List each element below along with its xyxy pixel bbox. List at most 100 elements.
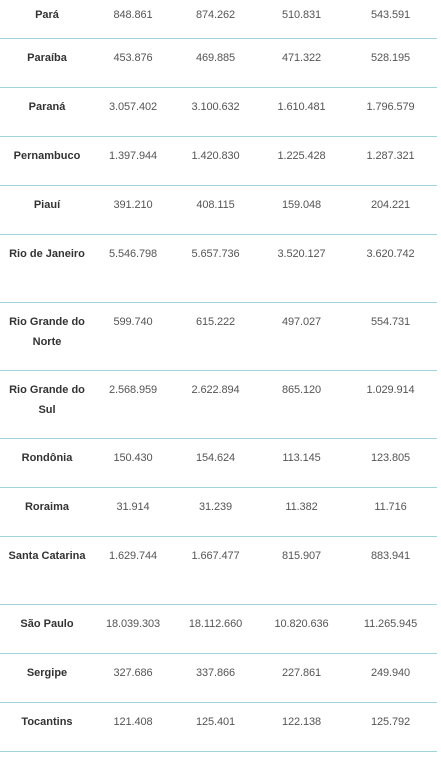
value-2: 337.866 xyxy=(195,667,236,679)
value-4: 1.796.579 xyxy=(366,101,415,113)
value-2: 408.115 xyxy=(196,199,235,211)
value-4: 11.265.945 xyxy=(363,618,418,630)
value-cell: 1.397.944 xyxy=(94,136,172,186)
state-name-cell: Paraná xyxy=(0,87,94,137)
table-row: Sergipe 327.686 337.866 227.861 249.940 xyxy=(0,653,437,703)
value-cell: 122.138 xyxy=(259,702,344,752)
value-cell: 1.667.477 xyxy=(172,536,259,605)
value-4: 3.620.742 xyxy=(366,248,415,260)
value-cell: 18.112.660 xyxy=(172,604,259,654)
value-2: 18.112.660 xyxy=(188,618,243,630)
value-cell: 615.222 xyxy=(172,302,259,371)
value-cell: 121.408 xyxy=(94,702,172,752)
value-3: 10.820.636 xyxy=(274,618,329,630)
table-body: Pará 848.861 874.262 510.831 543.591 Par… xyxy=(0,0,437,752)
value-4: 1.029.914 xyxy=(366,384,415,396)
value-1: 391.210 xyxy=(113,199,153,211)
value-cell: 249.940 xyxy=(344,653,437,703)
value-cell: 1.629.744 xyxy=(94,536,172,605)
value-cell: 154.624 xyxy=(172,438,259,488)
state-name: Rio de Janeiro xyxy=(9,248,85,260)
value-cell: 408.115 xyxy=(172,185,259,235)
table-row: Roraima 31.914 31.239 11.382 11.716 xyxy=(0,487,437,537)
value-3: 3.520.127 xyxy=(277,248,326,260)
table-row: Piauí 391.210 408.115 159.048 204.221 xyxy=(0,185,437,235)
table-row: Pernambuco 1.397.944 1.420.830 1.225.428… xyxy=(0,136,437,186)
state-name: Santa Catarina xyxy=(8,550,86,562)
value-cell: 5.546.798 xyxy=(94,234,172,303)
value-cell: 31.914 xyxy=(94,487,172,537)
table-row: Rio Grande do Sul 2.568.959 2.622.894 86… xyxy=(0,370,437,439)
value-cell: 125.401 xyxy=(172,702,259,752)
state-name-cell: Piauí xyxy=(0,185,94,235)
value-cell: 125.792 xyxy=(344,702,437,752)
value-cell: 1.610.481 xyxy=(259,87,344,137)
value-4: 1.287.321 xyxy=(366,150,415,162)
value-cell: 543.591 xyxy=(344,0,437,39)
value-cell: 11.265.945 xyxy=(344,604,437,654)
state-name-cell: Rio Grande do Norte xyxy=(0,302,94,371)
value-1: 1.629.744 xyxy=(108,550,158,562)
value-3: 510.831 xyxy=(281,9,322,21)
state-name: Paraíba xyxy=(27,52,67,64)
value-1: 2.568.959 xyxy=(108,384,158,396)
value-2: 3.100.632 xyxy=(191,101,240,113)
value-3: 1.610.481 xyxy=(277,101,326,113)
value-cell: 5.657.736 xyxy=(172,234,259,303)
table-row: Santa Catarina 1.629.744 1.667.477 815.9… xyxy=(0,536,437,605)
state-name: Paraná xyxy=(28,101,66,113)
state-name-cell: Roraima xyxy=(0,487,94,537)
value-cell: 337.866 xyxy=(172,653,259,703)
table-row: São Paulo 18.039.303 18.112.660 10.820.6… xyxy=(0,604,437,654)
value-cell: 3.057.402 xyxy=(94,87,172,137)
state-name-cell: Rondônia xyxy=(0,438,94,488)
state-name-cell: Pernambuco xyxy=(0,136,94,186)
state-name-cell: Rio Grande do Sul xyxy=(0,370,94,439)
value-cell: 453.876 xyxy=(94,38,172,88)
value-cell: 469.885 xyxy=(172,38,259,88)
value-4: 883.941 xyxy=(370,550,411,562)
state-name-cell: Santa Catarina xyxy=(0,536,94,605)
value-cell: 815.907 xyxy=(259,536,344,605)
value-cell: 31.239 xyxy=(172,487,259,537)
state-name: Roraima xyxy=(24,501,70,513)
value-cell: 528.195 xyxy=(344,38,437,88)
value-2: 874.262 xyxy=(195,9,236,21)
table-row: Rondônia 150.430 154.624 113.145 123.805 xyxy=(0,438,437,488)
value-3: 471.322 xyxy=(281,52,322,64)
state-name-cell: Tocantins xyxy=(0,702,94,752)
value-cell: 1.796.579 xyxy=(344,87,437,137)
value-cell: 327.686 xyxy=(94,653,172,703)
value-cell: 1.225.428 xyxy=(259,136,344,186)
value-cell: 159.048 xyxy=(259,185,344,235)
value-1: 5.546.798 xyxy=(108,248,158,260)
value-4: 543.591 xyxy=(370,9,411,21)
value-2: 469.885 xyxy=(195,52,236,64)
value-cell: 2.568.959 xyxy=(94,370,172,439)
table-row: Tocantins 121.408 125.401 122.138 125.79… xyxy=(0,702,437,752)
table-row: Rio de Janeiro 5.546.798 5.657.736 3.520… xyxy=(0,234,437,303)
table-row: Paraíba 453.876 469.885 471.322 528.195 xyxy=(0,38,437,88)
state-data-table: Pará 848.861 874.262 510.831 543.591 Par… xyxy=(0,0,437,752)
value-3: 159.048 xyxy=(281,199,322,211)
value-4: 554.731 xyxy=(370,316,411,328)
value-cell: 874.262 xyxy=(172,0,259,39)
value-4: 123.805 xyxy=(370,452,411,464)
value-1: 327.686 xyxy=(113,667,153,679)
value-cell: 599.740 xyxy=(94,302,172,371)
value-2: 125.401 xyxy=(195,716,236,728)
value-2: 615.222 xyxy=(195,316,236,328)
value-cell: 848.861 xyxy=(94,0,172,39)
value-3: 11.382 xyxy=(285,501,318,513)
value-2: 31.239 xyxy=(198,501,233,513)
value-cell: 3.620.742 xyxy=(344,234,437,303)
value-4: 204.221 xyxy=(370,199,411,211)
value-cell: 554.731 xyxy=(344,302,437,371)
value-cell: 11.716 xyxy=(344,487,437,537)
state-name-cell: Rio de Janeiro xyxy=(0,234,94,303)
value-cell: 865.120 xyxy=(259,370,344,439)
value-cell: 883.941 xyxy=(344,536,437,605)
value-2: 1.667.477 xyxy=(191,550,240,562)
table-row: Paraná 3.057.402 3.100.632 1.610.481 1.7… xyxy=(0,87,437,137)
value-2: 1.420.830 xyxy=(191,150,240,162)
